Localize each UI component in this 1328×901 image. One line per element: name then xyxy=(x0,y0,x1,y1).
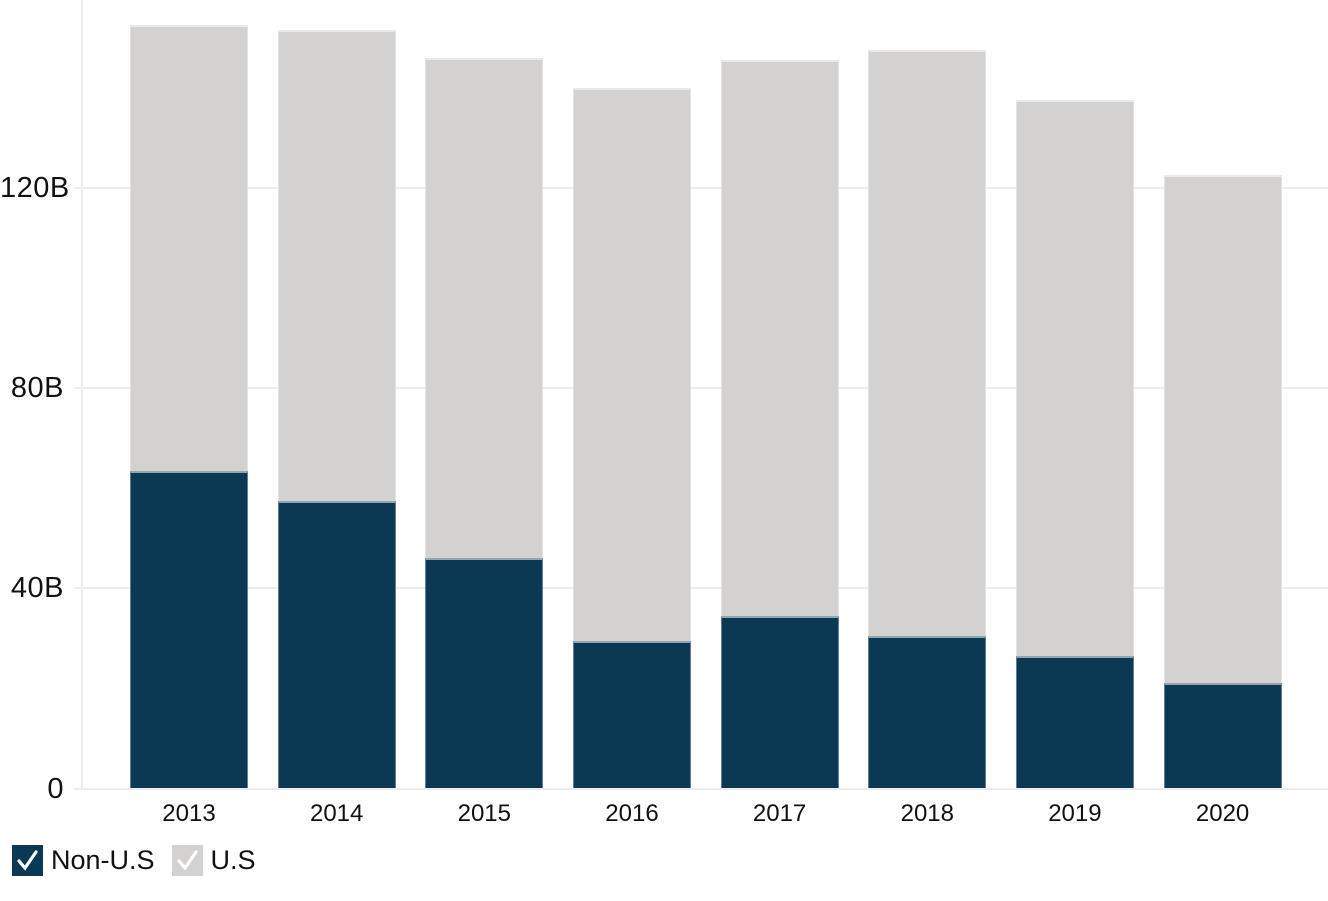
bar-2015-u-s[interactable] xyxy=(425,57,544,559)
legend-checkbox-u-s[interactable] xyxy=(171,845,203,876)
bar-2017-u-s[interactable] xyxy=(720,60,839,616)
checkmark-icon xyxy=(12,845,43,876)
x-tick-label-2020: 2020 xyxy=(1195,800,1250,827)
legend-label-u-s: U.S xyxy=(210,845,256,875)
gridline-120b xyxy=(74,186,1328,189)
x-tick-label-2015: 2015 xyxy=(457,800,511,827)
gridline-80b xyxy=(74,387,1328,389)
legend-label-non-u-s: Non-U.S xyxy=(51,845,155,875)
y-tick-label-120b: 120B xyxy=(0,171,70,204)
x-tick-label-2019: 2019 xyxy=(1048,800,1102,827)
legend-item-u-s[interactable]: U.S xyxy=(171,845,256,876)
bar-2018-non-u-s[interactable] xyxy=(868,635,987,789)
bar-2017-non-u-s[interactable] xyxy=(720,615,839,789)
legend-item-non-u-s[interactable]: Non-U.S xyxy=(12,845,155,876)
x-tick-label-2013: 2013 xyxy=(162,800,216,827)
gridline-40b xyxy=(74,587,1328,590)
bar-2019-non-u-s[interactable] xyxy=(1015,655,1134,789)
x-tick-label-2018: 2018 xyxy=(900,800,954,827)
bar-2015-non-u-s[interactable] xyxy=(425,558,544,789)
bar-2016-u-s[interactable] xyxy=(573,87,691,641)
bar-2020-u-s[interactable] xyxy=(1163,175,1282,684)
gridline-0 xyxy=(74,787,1328,790)
bar-2014-u-s[interactable] xyxy=(277,30,396,501)
legend: Non-U.S U.S xyxy=(12,845,256,876)
bar-2013-u-s[interactable] xyxy=(130,25,248,471)
bar-2020-non-u-s[interactable] xyxy=(1163,683,1282,789)
x-tick-label-2017: 2017 xyxy=(752,800,807,827)
x-tick-label-2016: 2016 xyxy=(605,800,659,827)
y-tick-label-40b: 40B xyxy=(10,572,64,605)
x-tick-label-2014: 2014 xyxy=(309,800,364,827)
bar-2016-non-u-s[interactable] xyxy=(573,640,691,789)
bar-2014-non-u-s[interactable] xyxy=(277,500,396,789)
y-tick-label-80b: 80B xyxy=(10,372,64,404)
y-axis-line xyxy=(81,0,83,789)
bar-2013-non-u-s[interactable] xyxy=(130,470,248,789)
legend-checkbox-non-u-s[interactable] xyxy=(12,845,43,876)
y-tick-label-0: 0 xyxy=(47,772,64,805)
bar-2018-u-s[interactable] xyxy=(868,50,987,636)
checkmark-icon xyxy=(172,845,203,876)
bar-2019-u-s[interactable] xyxy=(1015,100,1134,656)
